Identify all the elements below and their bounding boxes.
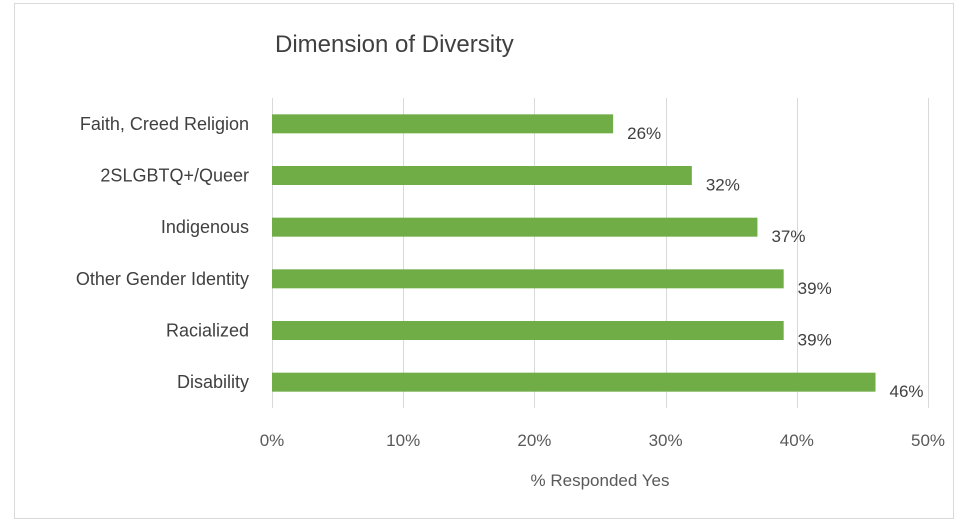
category-labels: Faith, Creed Religion 2SLGBTQ+/Queer Indig… bbox=[76, 114, 249, 392]
x-axis-title: % Responded Yes bbox=[531, 471, 670, 490]
data-label: 46% bbox=[890, 382, 924, 401]
bar bbox=[272, 269, 784, 289]
data-label: 32% bbox=[706, 176, 740, 195]
category-label: Racialized bbox=[166, 321, 249, 341]
category-label: Indigenous bbox=[161, 217, 249, 237]
x-tick-label: 20% bbox=[517, 431, 551, 450]
x-tick-label: 10% bbox=[386, 431, 420, 450]
bar bbox=[272, 321, 784, 340]
bar bbox=[272, 114, 614, 134]
data-label: 39% bbox=[798, 279, 832, 298]
category-label: Faith, Creed Religion bbox=[80, 114, 249, 134]
gridlines bbox=[272, 98, 929, 408]
category-label: Other Gender Identity bbox=[76, 269, 249, 289]
category-label: Disability bbox=[177, 372, 249, 392]
bar bbox=[272, 166, 692, 185]
category-label: 2SLGBTQ+/Queer bbox=[100, 166, 249, 186]
x-tick-label: 50% bbox=[911, 431, 945, 450]
bar bbox=[272, 217, 758, 237]
data-label: 26% bbox=[627, 124, 661, 143]
bars bbox=[272, 114, 876, 392]
data-label: 37% bbox=[771, 227, 805, 246]
x-tick-labels: 0% 10% 20% 30% 40% 50% bbox=[260, 431, 945, 450]
bar bbox=[272, 372, 876, 392]
chart-title: Dimension of Diversity bbox=[275, 31, 514, 58]
x-tick-label: 0% bbox=[260, 431, 285, 450]
data-label: 39% bbox=[798, 331, 832, 350]
x-tick-label: 40% bbox=[780, 431, 814, 450]
data-labels: 26% 32% 37% 39% 39% 46% bbox=[627, 124, 923, 401]
x-tick-label: 30% bbox=[649, 431, 683, 450]
